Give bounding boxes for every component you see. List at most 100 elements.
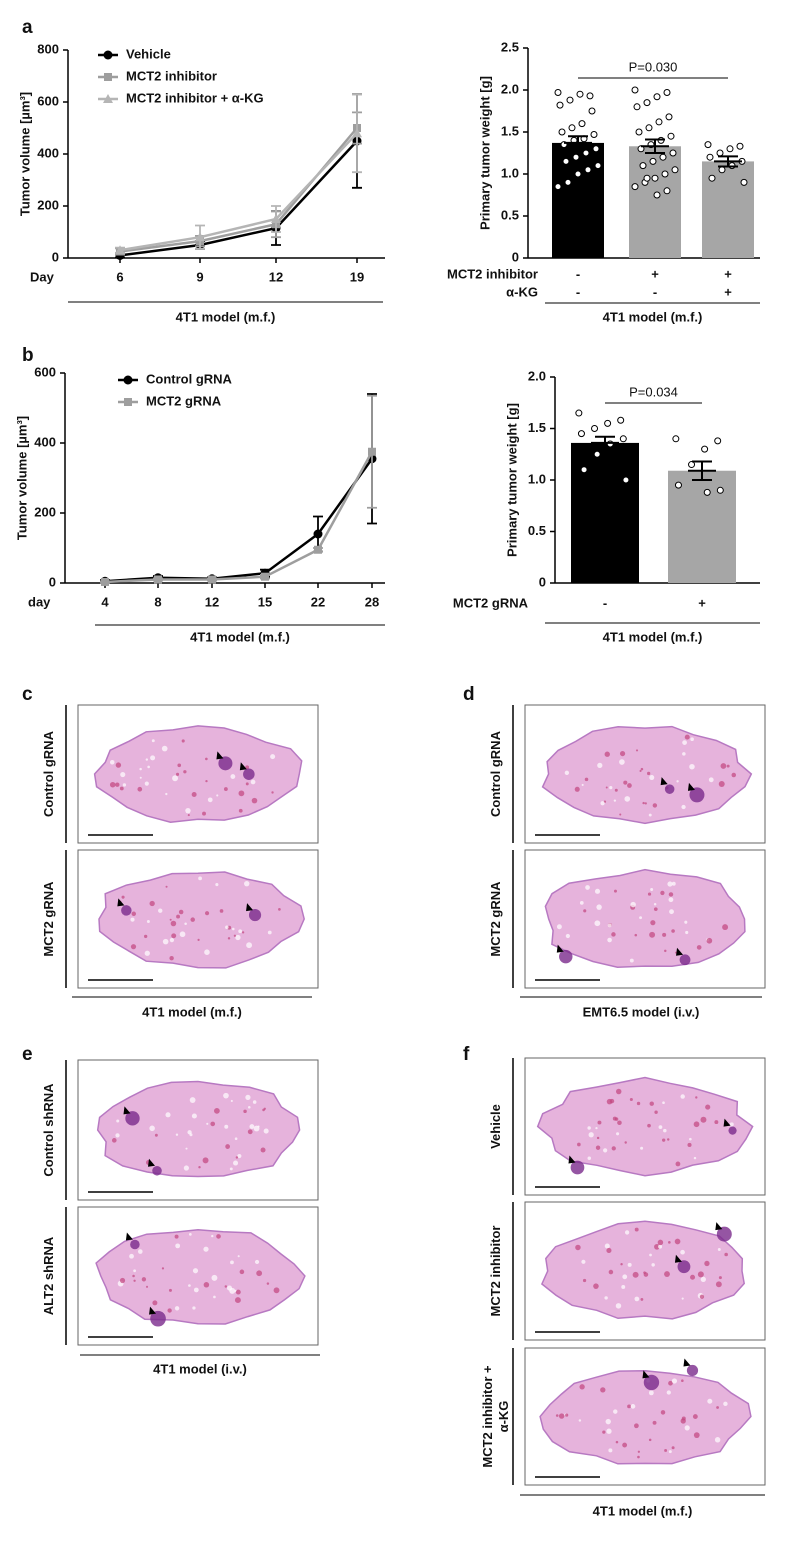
tissue-texture xyxy=(151,739,155,743)
metastasis xyxy=(728,1126,737,1135)
tissue-texture xyxy=(588,1132,594,1138)
tissue-texture xyxy=(627,783,632,788)
tissue-texture xyxy=(215,883,219,887)
tissue-texture xyxy=(556,924,562,930)
tissue-texture xyxy=(609,1098,615,1104)
tissue-texture xyxy=(594,888,601,894)
tissue-texture xyxy=(139,776,142,779)
data-point xyxy=(558,128,566,136)
tissue-texture xyxy=(233,934,236,937)
tissue-texture xyxy=(169,918,172,921)
tissue-texture xyxy=(640,1146,644,1150)
tissue-texture xyxy=(167,1308,172,1313)
x-axis-title: Day xyxy=(30,269,55,284)
data-point xyxy=(635,128,643,136)
tissue-texture xyxy=(634,933,638,937)
tissue-texture xyxy=(664,949,667,953)
tissue-texture xyxy=(729,1122,734,1127)
tissue-texture xyxy=(658,1244,663,1249)
row-label-line: ALT2 shRNA xyxy=(41,1236,56,1315)
data-point xyxy=(639,162,647,170)
tissue-texture xyxy=(667,881,673,887)
lung-section xyxy=(98,871,305,969)
data-point xyxy=(575,409,583,417)
arrow xyxy=(683,1358,691,1367)
tissue-texture xyxy=(579,901,584,905)
tissue-texture xyxy=(664,1449,668,1452)
tissue-texture xyxy=(647,1123,651,1128)
tissue-texture xyxy=(235,1156,239,1159)
data-point xyxy=(669,149,677,157)
tissue-texture xyxy=(161,1267,165,1270)
tissue-texture xyxy=(130,944,137,950)
legend-label: MCT2 inhibitor xyxy=(126,68,217,83)
data-point xyxy=(588,107,596,115)
tissue-texture xyxy=(617,1120,622,1126)
metastasis xyxy=(689,787,705,803)
data-point xyxy=(671,166,679,174)
arrow xyxy=(676,947,684,956)
tissue-texture xyxy=(235,1289,241,1295)
data-point xyxy=(659,153,667,161)
tissue-texture xyxy=(596,904,602,910)
row-label-line: Control gRNA xyxy=(41,730,56,817)
tissue-texture xyxy=(685,930,689,935)
tissue-texture xyxy=(234,1137,238,1141)
tissue-texture xyxy=(169,956,174,961)
tissue-texture xyxy=(654,1243,660,1250)
row-label: ALT2 shRNA xyxy=(41,1236,56,1315)
tissue-texture xyxy=(681,1297,684,1300)
row-label-line: MCT2 inhibitor + xyxy=(480,1365,495,1468)
tissue-texture xyxy=(668,1380,673,1386)
metastasis xyxy=(716,1226,732,1242)
tissue-texture xyxy=(597,1120,602,1125)
legend-marker xyxy=(104,73,112,81)
tissue-texture xyxy=(214,1108,220,1114)
tissue-texture xyxy=(593,1283,599,1289)
tissue-texture xyxy=(650,920,656,926)
caption: 4T1 model (m.f.) xyxy=(142,1004,242,1019)
data-point xyxy=(606,440,614,448)
row-label-line: Control shRNA xyxy=(41,1083,56,1177)
tissue-texture xyxy=(246,942,253,949)
row-label: MCT2 gRNA xyxy=(453,595,529,610)
data-point xyxy=(688,461,696,469)
data-point xyxy=(554,183,562,191)
x-tick-label: 22 xyxy=(311,594,325,609)
tissue-texture xyxy=(238,790,245,797)
data-point xyxy=(574,170,582,178)
x-tick-label: 12 xyxy=(269,269,283,284)
tissue-texture xyxy=(141,1277,147,1282)
tissue-texture xyxy=(587,1156,592,1160)
data-point xyxy=(576,90,584,98)
legend-marker xyxy=(103,94,113,103)
row-label: α-KG xyxy=(506,284,538,299)
tissue-texture xyxy=(695,1096,698,1099)
tissue-texture xyxy=(252,1100,257,1104)
tissue-texture xyxy=(133,1269,137,1273)
arrow xyxy=(148,1158,156,1167)
tissue-texture xyxy=(192,1306,196,1310)
tissue-texture xyxy=(204,911,210,916)
tissue-texture xyxy=(249,1124,255,1130)
tissue-texture xyxy=(219,909,224,913)
tissue-texture xyxy=(165,792,168,796)
tissue-texture xyxy=(115,782,120,787)
tissue-texture xyxy=(582,1278,587,1283)
tissue-texture xyxy=(652,1420,657,1425)
tissue-texture xyxy=(647,771,651,776)
tissue-texture xyxy=(614,788,618,792)
tissue-texture xyxy=(574,786,580,792)
tissue-texture xyxy=(660,1410,666,1415)
lung-section xyxy=(95,1228,306,1325)
x-tick-label: 9 xyxy=(196,269,203,284)
row-label: Control shRNA xyxy=(41,1083,56,1177)
tissue-texture xyxy=(587,1126,591,1130)
y-tick-label: 600 xyxy=(37,93,59,108)
tissue-texture xyxy=(723,1401,728,1407)
lung-section xyxy=(536,1076,754,1177)
tissue-texture xyxy=(216,794,219,797)
tissue-texture xyxy=(257,1125,260,1128)
data-point xyxy=(577,430,585,438)
tissue-texture xyxy=(211,1274,218,1281)
